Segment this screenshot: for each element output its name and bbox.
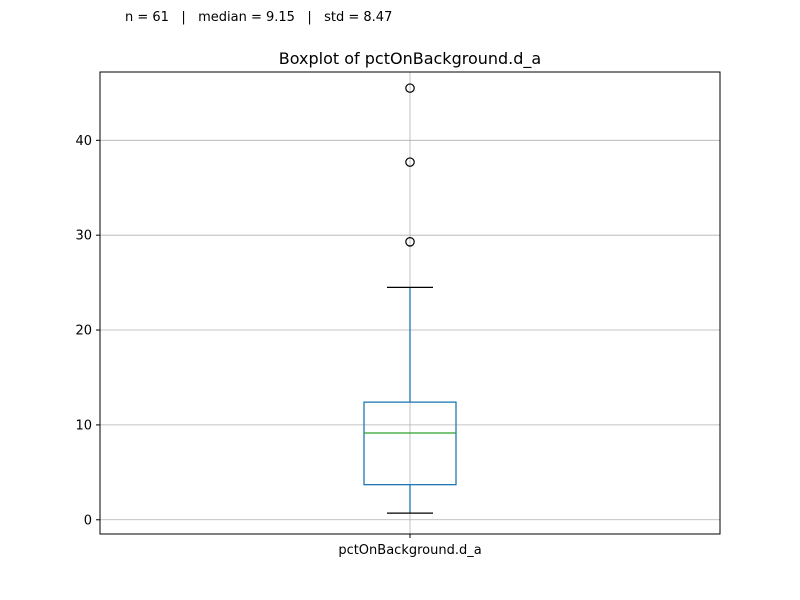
x-tick-label: pctOnBackground.d_a	[338, 543, 481, 558]
iqr-box	[363, 401, 457, 486]
chart-title: Boxplot of pctOnBackground.d_a	[279, 49, 541, 69]
y-tick-label: 20	[75, 324, 92, 339]
y-tick-label: 30	[75, 229, 92, 244]
outlier-point	[405, 83, 415, 93]
plot-frame	[99, 71, 721, 535]
box-group	[363, 83, 457, 514]
y-tick-label: 40	[75, 134, 92, 149]
y-tick-label: 10	[75, 418, 92, 433]
stats-summary: n = 61 | median = 9.15 | std = 8.47	[125, 10, 393, 25]
axes: 0 10 20 30 40 pctOnBackground.d_a	[75, 134, 481, 558]
outlier-point	[405, 237, 415, 247]
y-tick-label: 0	[84, 513, 92, 528]
outlier-point	[405, 157, 415, 167]
